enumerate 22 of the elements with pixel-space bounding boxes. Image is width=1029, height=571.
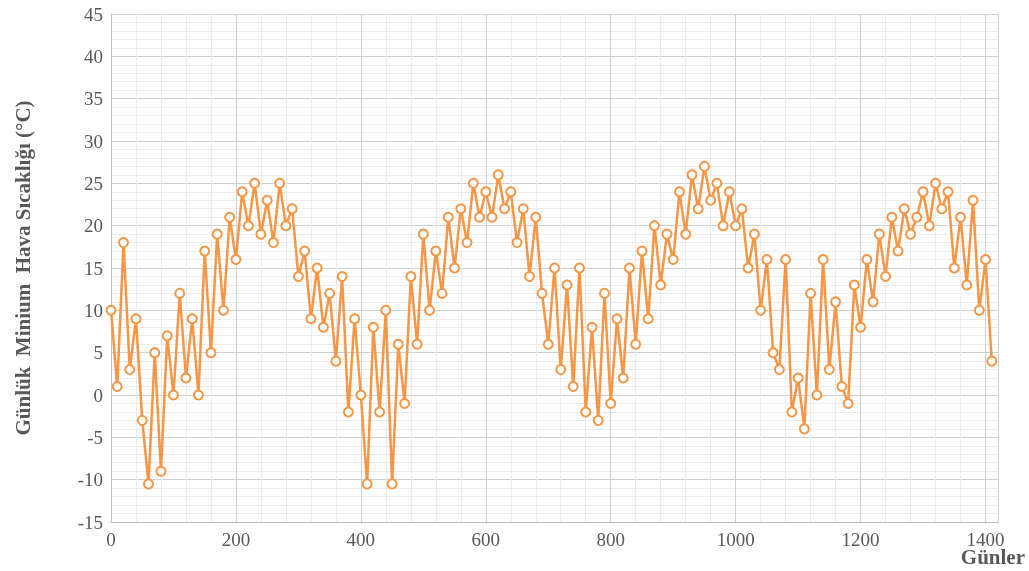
y-tick-label: -15 bbox=[77, 511, 103, 533]
y-tick-label: 5 bbox=[93, 342, 103, 364]
x-tick-label: 0 bbox=[106, 529, 116, 550]
y-tick-label: 15 bbox=[84, 257, 103, 279]
x-tick-label: 1000 bbox=[716, 529, 755, 550]
y-tick-label: 10 bbox=[84, 299, 103, 321]
y-tick-label: 45 bbox=[84, 3, 103, 25]
y-tick-label: 35 bbox=[84, 88, 103, 110]
x-tick-label: 1400 bbox=[966, 529, 1005, 550]
x-tick-label: 200 bbox=[221, 529, 251, 550]
x-tick-label: 800 bbox=[596, 529, 625, 550]
y-tick-label: 25 bbox=[84, 172, 103, 194]
y-tick-label: 30 bbox=[84, 130, 103, 152]
y-axis-title: Günlük Minium Hava Sıcaklığı (°C) bbox=[10, 100, 35, 436]
y-tick-label: 20 bbox=[84, 215, 103, 237]
y-tick-label: -5 bbox=[87, 426, 103, 448]
y-tick-label: 0 bbox=[93, 384, 103, 406]
x-tick-label: 600 bbox=[471, 529, 501, 550]
x-tick-label: 1200 bbox=[841, 529, 880, 550]
x-tick-label: 400 bbox=[346, 529, 376, 550]
y-tick-label: 40 bbox=[84, 45, 103, 67]
y-tick-label: -10 bbox=[77, 469, 103, 491]
